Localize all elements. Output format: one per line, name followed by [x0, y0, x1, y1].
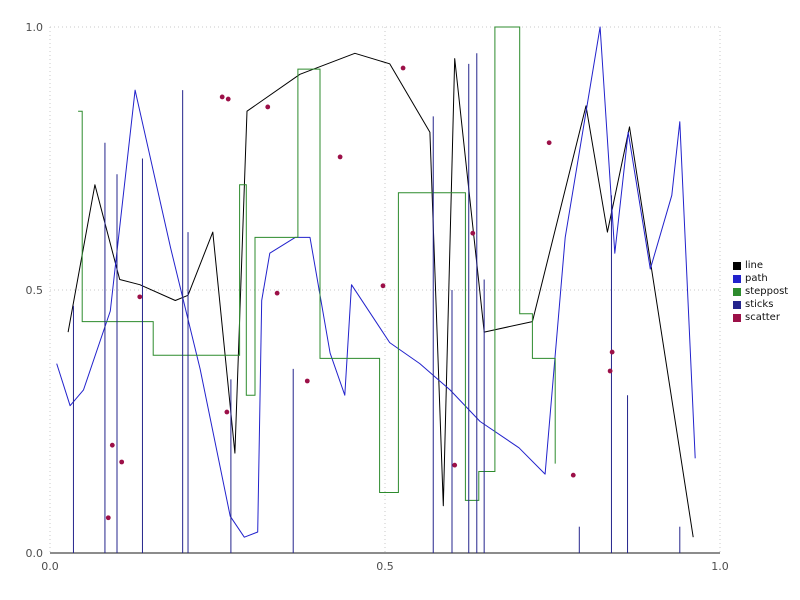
point-scatter — [570, 472, 576, 478]
y-tick-label: 0.0 — [26, 547, 44, 560]
legend-item-sticks: sticks — [733, 300, 788, 310]
legend-swatch-icon — [733, 262, 741, 270]
point-scatter — [105, 515, 111, 521]
y-tick-label: 1.0 — [26, 21, 44, 34]
legend-item-path: path — [733, 274, 788, 284]
series-line — [67, 52, 694, 538]
point-scatter — [265, 104, 271, 110]
point-scatter — [219, 94, 225, 100]
legend-swatch-icon — [733, 288, 741, 296]
point-scatter — [380, 283, 386, 289]
point-scatter — [137, 294, 143, 300]
point-scatter — [470, 230, 476, 236]
legend-item-line: line — [733, 261, 788, 271]
legend-label: steppost — [745, 286, 789, 297]
point-scatter — [546, 140, 552, 146]
point-scatter — [609, 349, 615, 355]
legend-item-steppost: steppost — [733, 287, 788, 297]
point-scatter — [109, 442, 115, 448]
x-tick-label: 0.0 — [41, 560, 59, 573]
point-scatter — [400, 65, 406, 71]
legend-item-scatter: scatter — [733, 313, 788, 323]
point-scatter — [224, 409, 230, 415]
legend-swatch-icon — [733, 301, 741, 309]
legend-swatch-icon — [733, 314, 741, 322]
legend-label: scatter — [745, 312, 780, 323]
point-scatter — [225, 96, 231, 102]
chart-legend: line path steppost sticks scatter — [733, 261, 788, 323]
legend-swatch-icon — [733, 275, 741, 283]
x-tick-label: 0.5 — [376, 560, 394, 573]
point-scatter — [119, 459, 125, 465]
point-scatter — [337, 154, 343, 160]
legend-label: line — [745, 260, 764, 271]
point-scatter — [452, 462, 458, 468]
point-scatter — [607, 368, 613, 374]
y-tick-label: 0.5 — [26, 284, 44, 297]
series-steppost — [78, 26, 556, 501]
point-scatter — [304, 378, 310, 384]
legend-label: sticks — [745, 299, 774, 310]
legend-label: path — [745, 273, 768, 284]
point-scatter — [274, 290, 280, 296]
series-path — [56, 26, 696, 538]
x-tick-label: 1.0 — [711, 560, 729, 573]
